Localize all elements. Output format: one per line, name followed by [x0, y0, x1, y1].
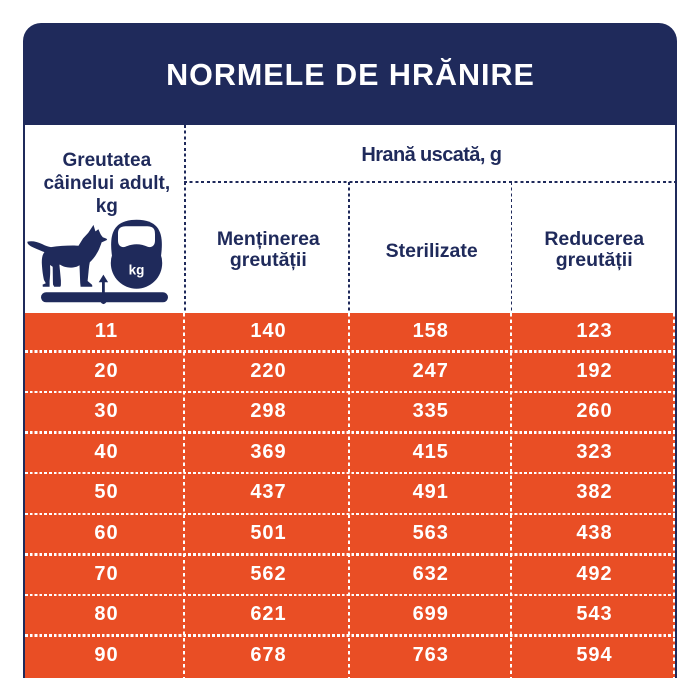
svg-text:kg: kg	[129, 263, 145, 278]
